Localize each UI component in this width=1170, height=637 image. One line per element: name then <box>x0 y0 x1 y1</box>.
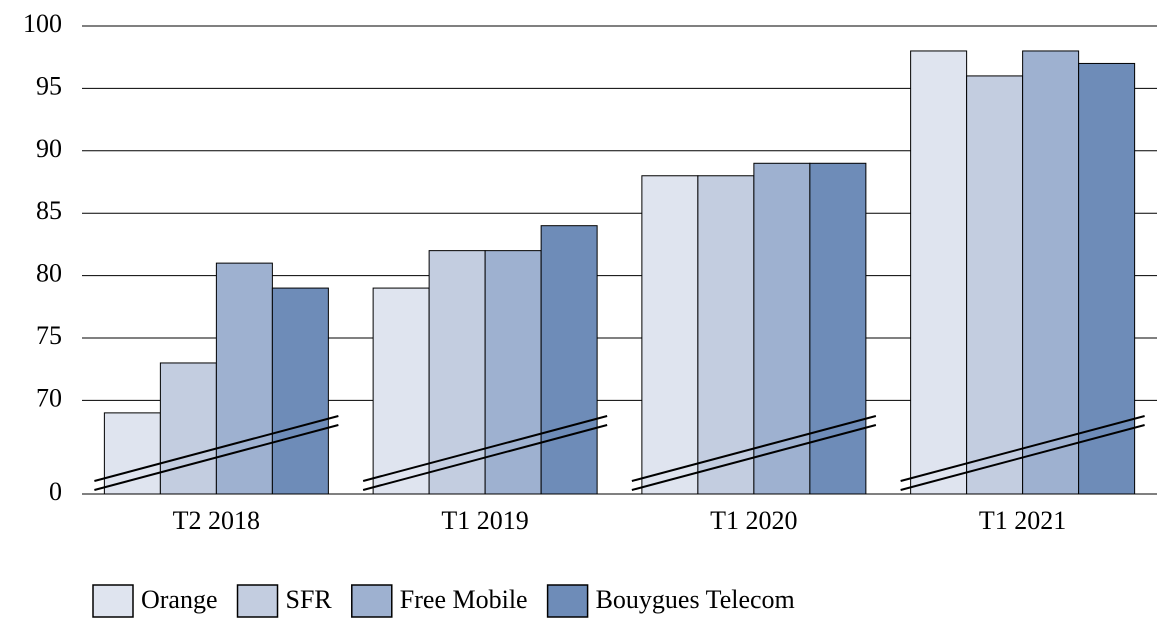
y-tick-label: 80 <box>36 259 62 288</box>
bar <box>428 250 486 495</box>
legend-label: SFR <box>286 585 333 614</box>
x-tick-label: T1 2021 <box>979 506 1066 535</box>
bar <box>372 287 430 495</box>
bar <box>966 75 1024 495</box>
legend-swatch <box>546 584 589 618</box>
y-tick-label: 90 <box>36 134 62 163</box>
y-tick-label: 100 <box>23 9 62 38</box>
bar <box>484 250 542 495</box>
legend-label: Orange <box>141 585 218 614</box>
bar <box>1022 50 1080 495</box>
bar <box>809 162 867 495</box>
axis-break <box>900 415 1145 482</box>
axis-break <box>94 415 339 482</box>
bar <box>540 225 598 495</box>
axis-break <box>362 415 608 482</box>
legend-swatch <box>351 584 393 618</box>
bar <box>103 412 161 495</box>
x-tick-label: T1 2020 <box>710 506 797 535</box>
bar <box>641 175 699 495</box>
y-tick-label: 70 <box>36 383 62 412</box>
legend-swatch <box>92 584 134 618</box>
axis-break <box>94 424 339 491</box>
bar <box>753 162 811 495</box>
bar <box>910 50 968 495</box>
bar <box>1078 62 1136 495</box>
x-tick-label: T1 2019 <box>441 506 528 535</box>
axis-break <box>631 415 877 482</box>
y-tick-label: 95 <box>36 71 62 100</box>
axis-break <box>362 424 608 491</box>
bar <box>271 287 329 495</box>
axis-break <box>900 424 1145 491</box>
bar <box>697 175 755 495</box>
y-tick-label: 85 <box>36 196 62 225</box>
bar <box>215 262 273 495</box>
y-tick-label: 0 <box>49 477 62 506</box>
legend-label: Free Mobile <box>400 585 528 614</box>
y-tick-label: 75 <box>36 321 62 350</box>
bar <box>159 362 217 495</box>
x-tick-label: T2 2018 <box>173 506 260 535</box>
legend-swatch <box>236 584 279 618</box>
axis-break <box>631 424 877 491</box>
legend-label: Bouygues Telecom <box>596 585 795 614</box>
